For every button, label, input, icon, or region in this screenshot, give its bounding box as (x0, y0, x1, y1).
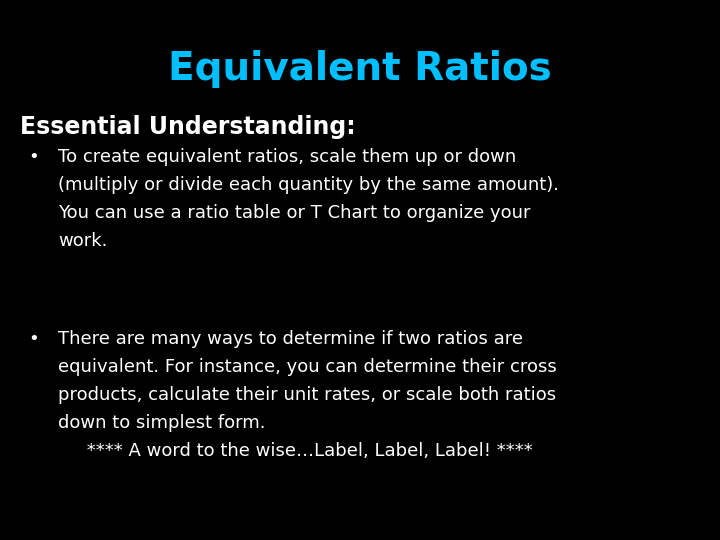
Text: (multiply or divide each quantity by the same amount).: (multiply or divide each quantity by the… (58, 176, 559, 194)
Text: down to simplest form.: down to simplest form. (58, 414, 266, 432)
Text: Equivalent Ratios: Equivalent Ratios (168, 50, 552, 88)
Text: To create equivalent ratios, scale them up or down: To create equivalent ratios, scale them … (58, 148, 516, 166)
Text: products, calculate their unit rates, or scale both ratios: products, calculate their unit rates, or… (58, 386, 556, 404)
Text: You can use a ratio table or T Chart to organize your: You can use a ratio table or T Chart to … (58, 204, 531, 222)
Text: There are many ways to determine if two ratios are: There are many ways to determine if two … (58, 330, 523, 348)
Text: •: • (28, 148, 39, 166)
Text: work.: work. (58, 232, 107, 250)
Text: •: • (28, 330, 39, 348)
Text: Essential Understanding:: Essential Understanding: (20, 115, 356, 139)
Text: **** A word to the wise…Label, Label, Label! ****: **** A word to the wise…Label, Label, La… (58, 442, 533, 460)
Text: equivalent. For instance, you can determine their cross: equivalent. For instance, you can determ… (58, 358, 557, 376)
